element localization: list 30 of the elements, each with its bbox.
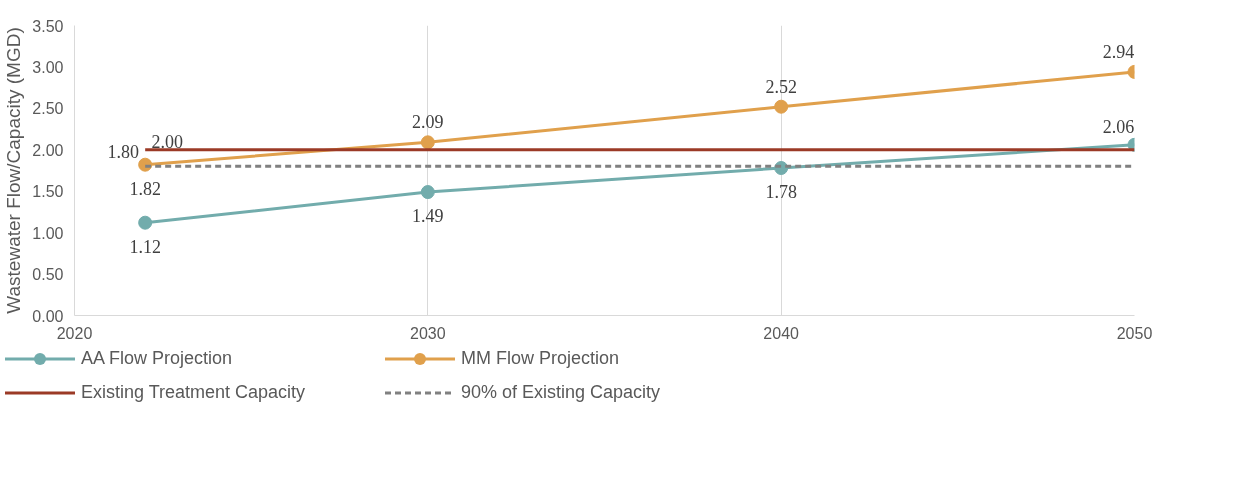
data-label: 1.82 <box>129 178 161 199</box>
data-label: 2.06 <box>1102 116 1135 137</box>
y-axis-title: Wastewater Flow/Capacity (MGD) <box>3 27 25 314</box>
y-tick-label: 2.50 <box>32 100 64 118</box>
data-label: 2.52 <box>765 76 797 97</box>
y-tick-label: 3.00 <box>32 58 64 76</box>
point <box>138 215 153 230</box>
x-tick-label: 2050 <box>1116 324 1153 342</box>
y-tick-label: 1.00 <box>32 224 64 242</box>
data-label: 1.78 <box>765 182 797 203</box>
y-tick-label: 0.50 <box>32 266 64 284</box>
y-tick-label: 1.50 <box>32 183 64 201</box>
legend-item: Existing Treatment Capacity <box>81 380 306 404</box>
legend-item: AA Flow Projection <box>81 347 233 370</box>
point <box>420 185 435 200</box>
x-tick-label: 2020 <box>56 324 93 342</box>
data-label: 1.80 <box>107 142 139 163</box>
y-tick-label: 0.00 <box>32 307 64 325</box>
legend-item: MM Flow Projection <box>461 347 620 370</box>
data-label: 2.94 <box>1102 41 1135 62</box>
y-tick-label: 2.00 <box>32 141 64 159</box>
data-label: 1.12 <box>129 236 161 257</box>
legend-item: 90% of Existing Capacity <box>461 380 661 404</box>
x-tick-label: 2030 <box>410 324 446 342</box>
data-label: 2.09 <box>412 112 444 133</box>
x-tick-label: 2040 <box>763 324 800 342</box>
point <box>420 135 435 150</box>
data-label: 1.49 <box>412 206 444 227</box>
data-label: 2.00 <box>151 131 183 152</box>
y-tick-label: 3.50 <box>32 17 64 35</box>
